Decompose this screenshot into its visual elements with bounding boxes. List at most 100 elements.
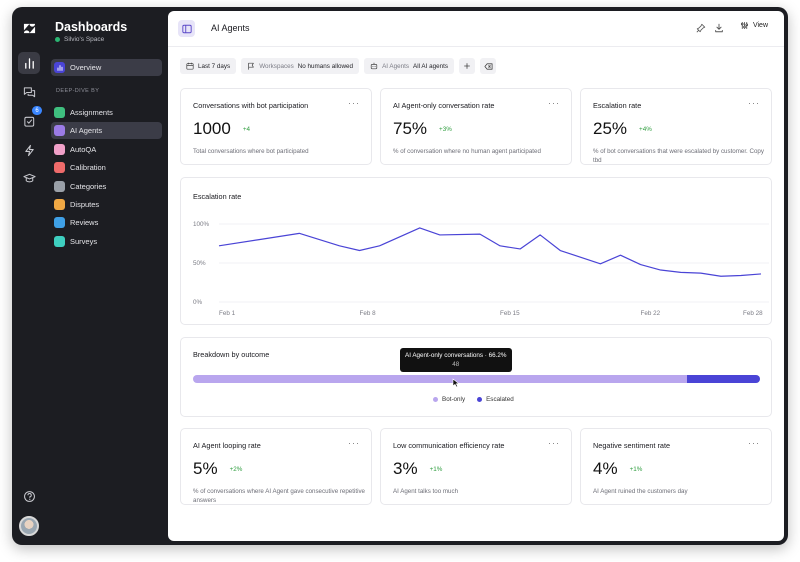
more-options-icon[interactable]: ···	[748, 438, 760, 448]
app-title: Dashboards	[55, 20, 128, 34]
bar-segment-bot-only[interactable]	[193, 375, 688, 383]
more-options-icon[interactable]: ···	[348, 98, 360, 108]
kpi-value: 3%	[393, 459, 418, 478]
clear-filters-button[interactable]	[480, 58, 497, 74]
app-window: 6 Dashboards Silvio's Space Overview DEE…	[12, 7, 788, 545]
kpi-title: Conversations with bot participation	[193, 101, 309, 110]
kpi-title: Low communication efficiency rate	[393, 441, 505, 450]
avatar[interactable]	[19, 516, 39, 536]
more-options-icon[interactable]: ···	[548, 98, 560, 108]
kpi-card: Escalation rate ··· 25% +4% % of bot con…	[580, 88, 772, 165]
tooltip-label: AI Agent-only conversations · 66.2%	[405, 352, 507, 359]
bar-tooltip: AI Agent-only conversations · 66.2% 48	[400, 348, 512, 372]
sidebar-item-calibration[interactable]: Calibration	[51, 159, 162, 176]
sidebar-item-reviews[interactable]: Reviews	[51, 214, 162, 231]
kpi-delta: +2%	[229, 466, 243, 473]
x-tick-label: Feb 22	[641, 310, 661, 317]
kpi-card: Negative sentiment rate ··· 4% +1% AI Ag…	[580, 428, 772, 505]
ai-agents-filter-value: All AI agents	[413, 62, 449, 70]
line-chart: 100% 50% 0% Feb 1 Feb 8 Feb 15 Feb 22 Feb 28	[193, 221, 769, 317]
chart-icon	[54, 62, 65, 73]
sidebar-item-label: AutoQA	[70, 144, 97, 154]
download-icon[interactable]	[713, 22, 725, 34]
page-title: AI Agents	[211, 23, 250, 33]
legend-label: Escalated	[486, 396, 514, 403]
breakdown-legend: Bot-only Escalated	[433, 396, 514, 403]
sidebar-item-label: Overview	[70, 63, 102, 72]
space-selector[interactable]: Silvio's Space	[55, 36, 104, 43]
sidebar-item-label: Disputes	[70, 200, 100, 209]
kpi-title: AI Agent looping rate	[193, 441, 261, 450]
sidebar-item-label: Surveys	[70, 236, 98, 246]
x-tick-label: Feb 15	[500, 310, 520, 317]
toggle-sidebar-button[interactable]	[178, 20, 195, 37]
backspace-icon	[484, 62, 493, 70]
legend-item-escalated: Escalated	[477, 396, 514, 403]
ai-agents-filter[interactable]: AI Agents All AI agents	[364, 58, 455, 74]
more-options-icon[interactable]: ···	[548, 438, 560, 448]
kpi-description: AI Agent ruined the customers day	[593, 488, 688, 495]
kpi-description: AI Agent talks too much	[393, 488, 459, 495]
dashboards-icon[interactable]	[18, 52, 40, 74]
view-button[interactable]: View	[740, 21, 768, 30]
disputes-icon	[54, 199, 65, 210]
kpi-delta: +3%	[439, 126, 452, 133]
legend-label: Bot-only	[442, 396, 466, 403]
sidebar-item-assignments[interactable]: Assignments	[51, 104, 162, 121]
lightning-icon[interactable]	[18, 139, 40, 161]
graduation-cap-icon[interactable]	[18, 167, 40, 189]
chart-title: Escalation rate	[193, 192, 242, 201]
tooltip-value: 48	[452, 361, 460, 368]
mouse-cursor-icon	[452, 378, 460, 388]
kpi-card: Low communication efficiency rate ··· 3%…	[380, 428, 572, 505]
sidebar-item-disputes[interactable]: Disputes	[51, 196, 162, 213]
date-filter-label: Last 7 days	[198, 62, 231, 70]
kpi-delta: +4	[242, 126, 251, 133]
help-icon[interactable]	[18, 485, 40, 507]
more-options-icon[interactable]: ···	[348, 438, 360, 448]
kpi-title: AI Agent-only conversation rate	[393, 101, 495, 110]
sidebar-item-label: Assignments	[70, 108, 113, 117]
kpi-title: Escalation rate	[593, 101, 642, 110]
pin-icon[interactable]	[695, 22, 707, 34]
kpi-description: % of conversations where AI Agent gave c…	[193, 488, 365, 504]
y-tick-label: 100%	[193, 221, 210, 228]
ai-agents-filter-label: AI Agents	[382, 62, 410, 70]
calibration-icon	[54, 162, 65, 174]
legend-dot	[433, 397, 438, 402]
sidebar-item-label: Reviews	[70, 218, 99, 228]
surveys-icon	[54, 235, 65, 247]
sidebar-item-overview[interactable]: Overview	[51, 59, 162, 76]
reviews-icon	[54, 217, 65, 229]
stacked-outcome-bar[interactable]	[193, 375, 760, 383]
kpi-description: Total conversations where bot participat…	[193, 148, 309, 155]
sidebar-item-categories[interactable]: Categories	[51, 178, 162, 195]
sidebar-item-autoqa[interactable]: AutoQA	[51, 141, 162, 158]
date-filter[interactable]: Last 7 days	[180, 58, 237, 74]
series-line[interactable]	[218, 227, 762, 277]
bar-segment-escalated[interactable]	[687, 375, 760, 383]
sliders-icon	[740, 22, 748, 29]
calendar-icon	[186, 62, 194, 70]
kpi-delta: +1%	[429, 466, 443, 473]
kpi-delta: +4%	[639, 126, 652, 133]
kpi-value: 25%	[593, 119, 628, 138]
more-options-icon[interactable]: ···	[748, 98, 760, 108]
sidebar-item-ai-agents[interactable]: AI Agents	[51, 122, 162, 140]
workspaces-filter[interactable]: Workspaces No humans allowed	[241, 58, 360, 74]
tasks-icon[interactable]: 6	[18, 106, 42, 132]
filter-bar: Last 7 days Workspaces No humans allowed…	[180, 58, 497, 74]
view-label: View	[752, 22, 768, 29]
kpi-value-row: 75% +3%	[393, 119, 452, 139]
conversations-icon[interactable]	[18, 81, 40, 103]
kpi-value: 75%	[393, 119, 428, 138]
kpi-title: Negative sentiment rate	[593, 441, 671, 450]
autoqa-icon	[54, 143, 65, 155]
space-name: Silvio's Space	[64, 36, 105, 43]
section-label: DEEP-DIVE BY	[56, 88, 100, 94]
add-filter-button[interactable]	[459, 58, 476, 74]
kpi-card: AI Agent looping rate ··· 5% +2% % of co…	[180, 428, 372, 505]
plus-icon	[464, 63, 470, 69]
sidebar-item-surveys[interactable]: Surveys	[51, 233, 162, 250]
zendesk-logo-icon[interactable]	[18, 17, 40, 39]
